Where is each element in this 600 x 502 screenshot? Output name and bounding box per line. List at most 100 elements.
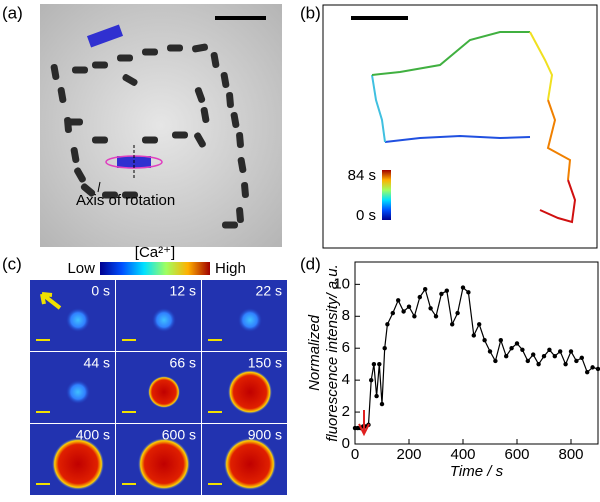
colorbar (382, 170, 391, 220)
data-point (563, 361, 568, 367)
rod (220, 71, 230, 89)
panel-label: (c) (2, 254, 22, 273)
frame-time: 600 s (162, 427, 196, 443)
frame-time: 400 s (76, 427, 110, 443)
rod (172, 131, 188, 139)
data-point (412, 314, 417, 319)
cell (52, 438, 104, 490)
rod (92, 61, 108, 69)
rod (200, 106, 210, 124)
rod (122, 74, 138, 86)
arrow (40, 292, 62, 310)
rod (230, 111, 240, 129)
rod (70, 146, 80, 164)
colorbar-label: 0 s (356, 207, 376, 224)
data-point (471, 333, 476, 338)
chart: 0 200 400 600 800 0 2 4 6 8 10 Time / s Normalized fl… (306, 261, 600, 480)
data-point (385, 322, 390, 327)
y-axis-label: Normalized (306, 314, 323, 391)
data-point (498, 338, 503, 343)
pointer (97, 181, 101, 193)
data-point (396, 298, 401, 303)
rod (237, 156, 247, 174)
micrograph (40, 4, 282, 247)
data-point (466, 290, 471, 295)
rod (210, 51, 220, 69)
data-point (487, 349, 493, 354)
colorbar-label: 84 s (348, 167, 376, 184)
y-tick-label: 10 (333, 275, 350, 292)
rod (67, 118, 83, 126)
data-point (444, 288, 449, 293)
data-point (531, 352, 536, 357)
rod (222, 221, 238, 229)
data-point (493, 358, 498, 364)
x-tick-label: 800 (558, 446, 583, 463)
y-tick-label: 0 (342, 435, 350, 452)
frame-time: 900 s (248, 427, 282, 443)
x-tick-label: 200 (396, 446, 421, 463)
x-tick-label: 0 (351, 446, 359, 463)
annotation: Axis of rotation (76, 192, 175, 209)
data-point (558, 349, 563, 354)
data-point (428, 306, 433, 311)
rod (142, 136, 158, 144)
colorbar-label: High (215, 260, 246, 277)
trajectory (546, 99, 572, 181)
data-point (439, 291, 444, 297)
rod (80, 183, 96, 197)
data-point (477, 322, 482, 327)
rod (226, 91, 234, 109)
data-point (525, 358, 530, 364)
frame (322, 4, 598, 249)
panel-label: (d) (300, 254, 321, 273)
rod (191, 43, 209, 53)
data-point (390, 310, 395, 316)
data-line (355, 286, 599, 429)
frame-time: 44 s (84, 355, 110, 371)
rod (92, 136, 108, 144)
cell (238, 308, 262, 332)
plot-frame (354, 261, 599, 445)
data-point (401, 309, 406, 314)
trajectory (371, 31, 530, 76)
data-point (520, 347, 525, 353)
data-point (455, 310, 460, 316)
colorbar-label: Low (67, 260, 95, 277)
data-point (377, 361, 382, 367)
frame-time: 0 s (91, 283, 110, 299)
trajectory (371, 74, 386, 143)
colorbar (100, 262, 210, 275)
x-tick-label: 600 (504, 446, 529, 463)
data-point (369, 377, 374, 383)
data-point (382, 346, 387, 351)
y-axis-label: fluorescence intensity/ a.u. (324, 264, 341, 442)
data-point (460, 285, 466, 290)
data-point (552, 353, 557, 359)
data-point (595, 366, 600, 372)
data-point (547, 347, 552, 353)
data-point (371, 361, 377, 367)
data-point (374, 393, 379, 399)
cell (138, 438, 190, 490)
cell (228, 370, 272, 414)
rotor (86, 24, 124, 48)
frame-time: 150 s (248, 355, 282, 371)
cell (152, 308, 176, 332)
stimulus-arrow (358, 410, 370, 437)
data-point (590, 365, 595, 370)
rod (236, 206, 244, 224)
frame-time: 66 s (170, 355, 196, 371)
data-point (568, 349, 574, 354)
cell (66, 380, 90, 404)
trajectory (539, 179, 577, 224)
cell (224, 438, 276, 490)
rod (194, 87, 206, 103)
data-point (579, 355, 584, 360)
data-point (423, 286, 428, 292)
rod (194, 132, 206, 148)
x-tick-label: 400 (450, 446, 475, 463)
data-point (417, 294, 422, 300)
data-point (433, 314, 439, 319)
